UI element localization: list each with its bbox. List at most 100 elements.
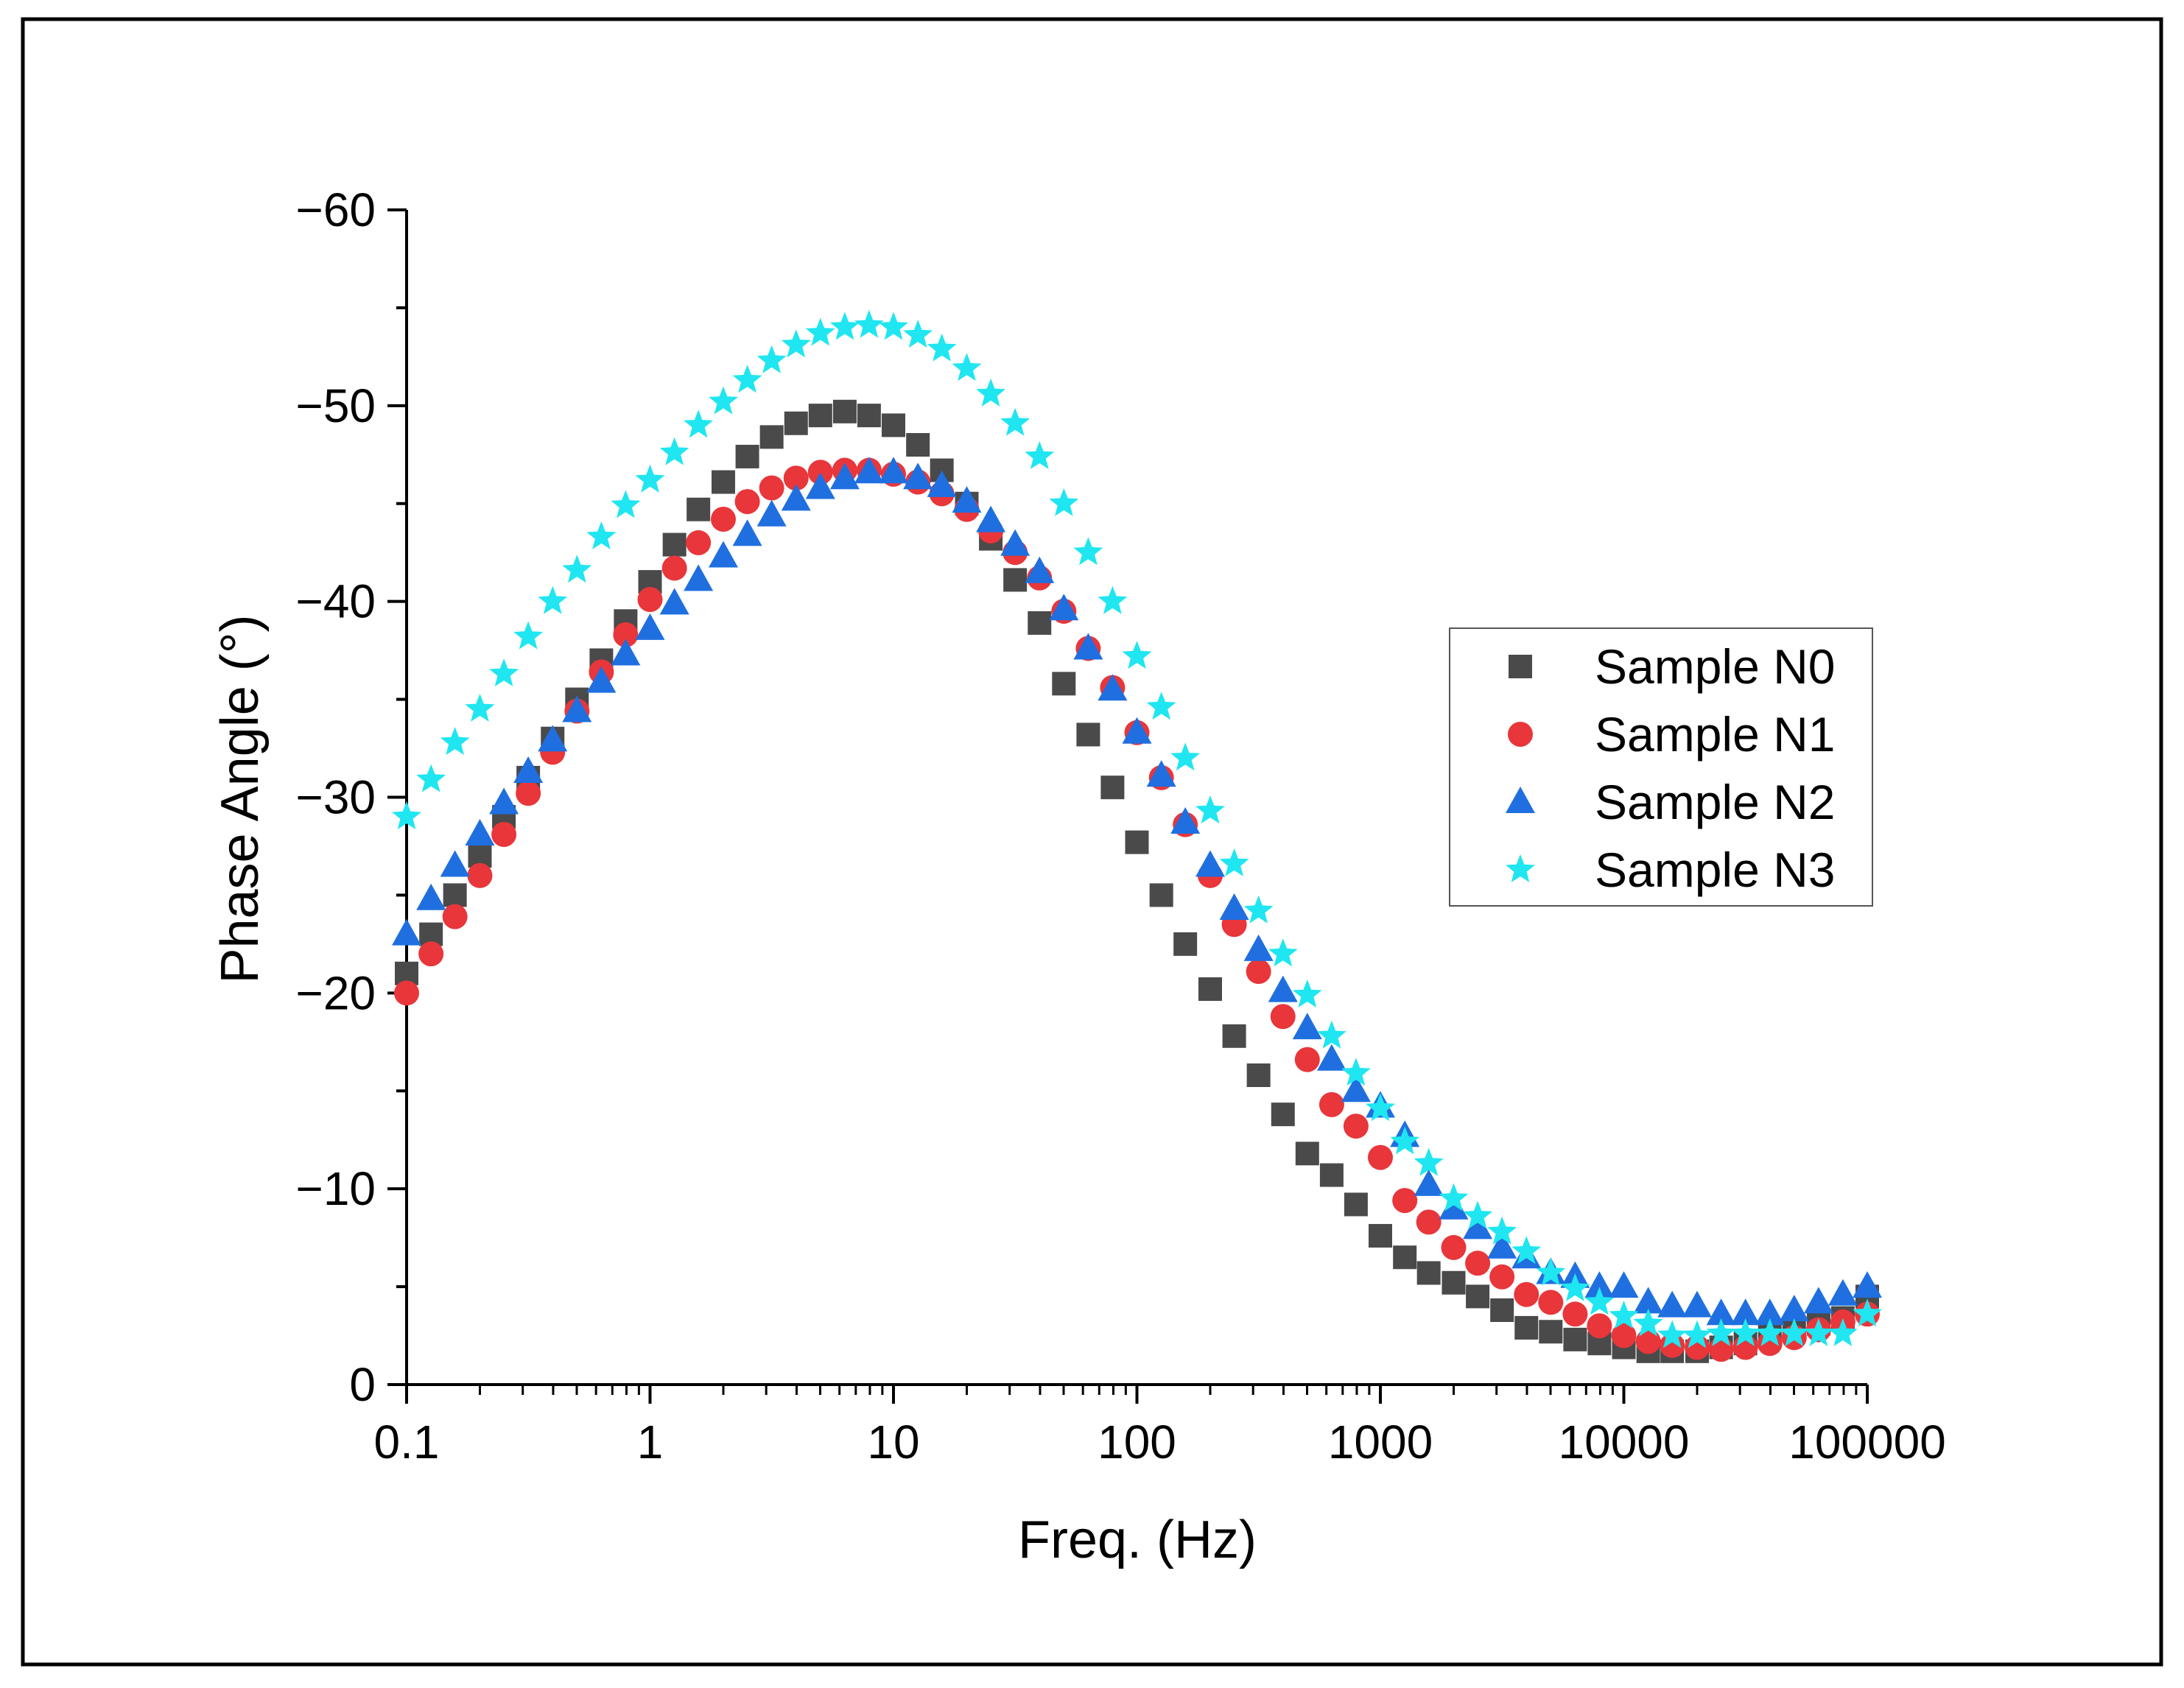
- data-point-sample-n0: [1442, 1270, 1466, 1295]
- data-point-sample-n2: [1146, 760, 1176, 787]
- data-point-sample-n3: [781, 329, 811, 358]
- data-point-sample-n1: [637, 587, 663, 613]
- data-point-sample-n3: [1853, 1298, 1882, 1327]
- data-point-sample-n0: [759, 425, 784, 449]
- data-point-sample-n3: [1000, 407, 1030, 436]
- data-point-sample-n3: [805, 317, 835, 346]
- data-point-sample-n2: [586, 666, 617, 693]
- data-point-sample-n0: [882, 413, 905, 437]
- data-point-sample-n1: [1611, 1323, 1637, 1348]
- data-point-sample-n0: [808, 404, 832, 428]
- data-point-sample-n3: [635, 464, 665, 493]
- data-point-sample-n0: [1100, 776, 1125, 800]
- data-point-sample-n3: [513, 621, 544, 650]
- data-point-sample-n2: [1463, 1212, 1493, 1239]
- data-point-sample-n3: [1730, 1318, 1760, 1346]
- legend-marker-sample-n3: [1506, 854, 1535, 882]
- legend-label-sample-n1: Sample N1: [1595, 707, 1836, 762]
- data-point-sample-n2: [1268, 975, 1298, 1002]
- data-point-sample-n0: [1222, 1024, 1246, 1048]
- data-point-sample-n2: [1170, 807, 1201, 834]
- data-point-sample-n1: [1514, 1281, 1539, 1307]
- data-point-sample-n3: [562, 555, 592, 583]
- data-point-sample-n2: [952, 486, 982, 513]
- legend-marker-sample-n2: [1506, 787, 1535, 813]
- data-point-sample-n0: [1295, 1142, 1319, 1166]
- legend-label-sample-n0: Sample N0: [1595, 639, 1836, 694]
- series-sample-n2: [392, 457, 1882, 1326]
- data-point-sample-n2: [1000, 529, 1030, 556]
- data-point-sample-n1: [759, 475, 784, 501]
- data-point-sample-n2: [1219, 893, 1249, 921]
- data-point-sample-n2: [1779, 1294, 1809, 1321]
- data-point-sample-n3: [1487, 1216, 1517, 1245]
- data-point-sample-n2: [611, 639, 641, 666]
- data-point-sample-n0: [1246, 1063, 1271, 1087]
- data-point-sample-n2: [1098, 674, 1128, 701]
- data-point-sample-n0: [711, 470, 735, 494]
- data-point-sample-n3: [1803, 1318, 1833, 1346]
- data-point-sample-n3: [1390, 1126, 1420, 1155]
- data-point-sample-n3: [709, 386, 738, 415]
- data-point-sample-n2: [659, 588, 689, 615]
- data-point-sample-n1: [1319, 1091, 1344, 1117]
- data-point-sample-n3: [1755, 1318, 1785, 1346]
- data-point-sample-n1: [418, 941, 444, 967]
- data-point-sample-n1: [661, 555, 687, 581]
- data-point-sample-n2: [1657, 1290, 1688, 1318]
- data-point-sample-n3: [392, 801, 421, 830]
- x-tick-label: 10000: [1559, 1416, 1690, 1469]
- data-point-sample-n3: [903, 320, 933, 348]
- data-point-sample-n2: [538, 725, 568, 752]
- data-point-sample-n3: [1146, 692, 1176, 720]
- data-point-sample-n2: [1827, 1279, 1858, 1306]
- legend-label-sample-n2: Sample N2: [1595, 775, 1836, 829]
- data-point-sample-n1: [394, 980, 419, 1006]
- data-point-sample-n0: [1003, 568, 1028, 592]
- data-point-sample-n3: [1098, 585, 1128, 614]
- outer-frame: [21, 17, 2163, 1667]
- data-point-sample-n3: [756, 345, 787, 373]
- data-point-sample-n2: [1122, 717, 1152, 744]
- data-point-sample-n2: [1853, 1271, 1882, 1298]
- data-point-sample-n3: [829, 312, 860, 340]
- data-point-sample-n0: [906, 433, 930, 457]
- data-point-sample-n3: [1682, 1320, 1712, 1348]
- x-tick-label: 100: [1098, 1416, 1176, 1469]
- legend: Sample N0 Sample N1 Sample N2 Sample N3: [1449, 627, 1873, 907]
- data-point-sample-n2: [854, 457, 884, 484]
- y-axis-title: Phase Angle (°): [211, 614, 270, 983]
- data-point-sample-n0: [1344, 1192, 1368, 1217]
- data-point-sample-n1: [734, 489, 760, 515]
- data-point-sample-n0: [1466, 1284, 1490, 1309]
- data-point-sample-n3: [586, 521, 617, 549]
- data-point-sample-n2: [1730, 1298, 1760, 1326]
- data-point-sample-n2: [756, 499, 787, 527]
- series-layer: [392, 309, 1882, 1363]
- data-point-sample-n0: [832, 399, 857, 423]
- data-point-sample-n1: [1562, 1301, 1588, 1327]
- data-point-sample-n3: [1268, 938, 1298, 967]
- data-point-sample-n2: [1609, 1271, 1639, 1298]
- data-point-sample-n1: [613, 622, 639, 647]
- data-point-sample-n3: [684, 409, 714, 438]
- data-point-sample-n0: [1319, 1163, 1344, 1187]
- data-point-sample-n3: [1511, 1236, 1542, 1265]
- data-point-sample-n3: [1219, 848, 1249, 876]
- data-point-sample-n1: [1708, 1337, 1734, 1362]
- data-point-sample-n3: [1463, 1200, 1493, 1229]
- data-point-sample-n2: [1049, 594, 1079, 621]
- x-tick-label: 0.1: [374, 1416, 440, 1469]
- y-tick-label: −60: [295, 183, 376, 236]
- data-point-sample-n0: [1149, 883, 1173, 907]
- data-point-sample-n1: [467, 862, 493, 888]
- data-point-sample-n0: [687, 497, 711, 521]
- data-point-sample-n0: [443, 883, 467, 907]
- data-point-sample-n2: [1292, 1013, 1322, 1040]
- data-point-sample-n3: [1243, 895, 1274, 924]
- x-tick-label: 1: [637, 1416, 664, 1469]
- data-point-sample-n3: [1025, 441, 1055, 469]
- data-point-sample-n2: [1025, 556, 1055, 583]
